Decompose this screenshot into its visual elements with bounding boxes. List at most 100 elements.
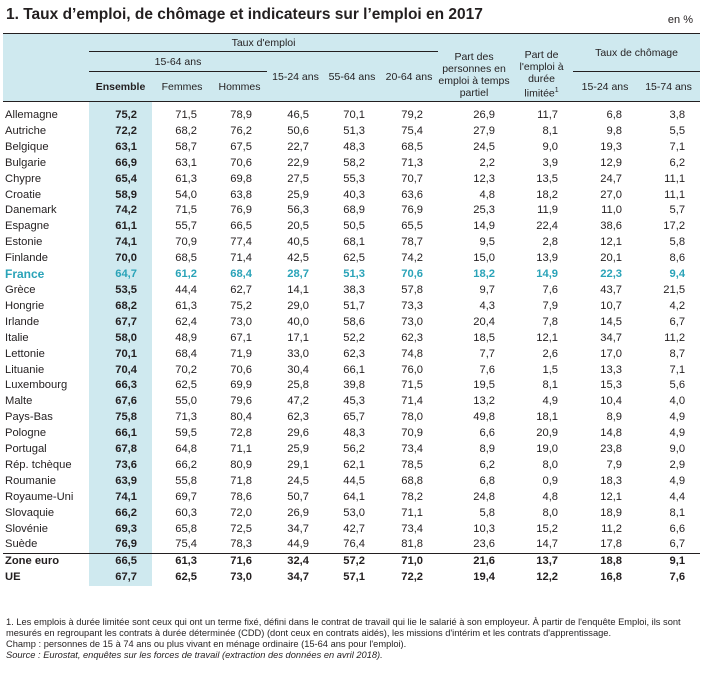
value-cell: 74,1 [89, 489, 152, 506]
value-cell: 48,3 [343, 427, 365, 440]
value-cell: 50,6 [287, 124, 309, 137]
header-ensemble: Ensemble [89, 71, 152, 102]
value-cell: 10,7 [600, 299, 623, 312]
value-cell: 8,6 [669, 252, 686, 265]
value-cell: 18,9 [600, 506, 623, 519]
value-cell: 2,2 [479, 156, 496, 169]
value-cell: 79,2 [401, 109, 424, 121]
value-cell: 25,9 [287, 188, 309, 201]
value-cell: 70,6 [401, 268, 424, 281]
value-cell: 8,0 [542, 458, 559, 471]
value-cell: 70,1 [343, 109, 365, 121]
value-cell: 70,1 [89, 346, 152, 363]
value-cell: 29,1 [287, 458, 309, 471]
value-cell: 70,4 [89, 362, 152, 379]
value-cell: 67,6 [89, 394, 152, 411]
value-cell: 75,8 [89, 410, 152, 427]
value-cell: 11,9 [537, 204, 559, 217]
value-cell: 26,9 [287, 506, 309, 519]
table-row: France 64,7 61,2 68,4 28,7 51,3 70,6 18,2 14,9 22… [3, 267, 700, 283]
country-name: Hongrie [5, 299, 45, 312]
country-name: Irlande [5, 315, 40, 328]
value-cell: 55,3 [343, 172, 365, 185]
value-cell: 70,9 [175, 236, 197, 249]
value-cell: 67,8 [89, 442, 152, 458]
value-cell: 12,1 [600, 490, 623, 503]
value-cell: 47,2 [287, 395, 309, 408]
value-cell: 66,2 [175, 458, 197, 471]
value-cell: 17,1 [287, 331, 309, 344]
value-cell: 56,2 [343, 443, 365, 456]
value-cell: 66,1 [343, 363, 365, 376]
value-cell: 14,9 [536, 268, 559, 281]
value-cell: 27,5 [287, 172, 309, 185]
table-row: UE 67,7 62,5 73,0 34,7 57,1 72,2 19,4 12,2 16,8 7,… [3, 570, 700, 587]
value-cell: 8,7 [669, 347, 686, 360]
value-cell: 7,9 [606, 458, 623, 471]
value-cell: 5,8 [479, 506, 496, 519]
header-emploi-20-64: 20-64 ans [380, 51, 439, 102]
value-cell: 4,3 [479, 299, 496, 312]
value-cell: 15,3 [600, 379, 623, 392]
value-cell: 65,8 [175, 522, 197, 535]
value-cell: 66,3 [89, 378, 152, 395]
value-cell: 17,8 [600, 538, 623, 551]
value-cell: 23,8 [600, 443, 623, 456]
value-cell: 66,9 [89, 155, 152, 172]
value-cell: 72,0 [230, 506, 252, 519]
country-name: Autriche [5, 124, 47, 137]
value-cell: 7,6 [479, 363, 496, 376]
value-cell: 62,5 [175, 571, 197, 584]
value-cell: 1,5 [542, 363, 559, 376]
value-cell: 25,8 [287, 379, 309, 392]
value-cell: 11,0 [601, 204, 623, 217]
value-cell: 64,8 [175, 443, 197, 456]
value-cell: 64,1 [343, 490, 365, 503]
table-row: Danemark 74,2 71,5 76,9 56,3 68,9 76,9 25,3 11,9… [3, 203, 700, 220]
value-cell: 75,2 [230, 299, 252, 312]
value-cell: 6,6 [669, 522, 686, 535]
value-cell: 72,5 [230, 522, 252, 535]
table-row: Slovénie 69,3 65,8 72,5 34,7 42,7 73,4 10,3 15,2… [3, 521, 700, 538]
country-name: Malte [5, 395, 33, 408]
value-cell: 24,7 [600, 172, 623, 185]
table-row: Autriche 72,2 68,2 76,2 50,6 51,3 75,4 27,9 8,1 9… [3, 123, 700, 140]
value-cell: 65,5 [401, 220, 424, 233]
value-cell: 67,7 [89, 314, 152, 331]
value-cell: 62,5 [343, 252, 365, 265]
value-cell: 19,0 [536, 443, 559, 456]
table-row: Belgique 63,1 58,7 67,5 22,7 48,3 68,5 24,5 9,0 1… [3, 139, 700, 156]
value-cell: 4,8 [479, 188, 496, 201]
value-cell: 12,1 [600, 236, 623, 249]
table-row: Portugal 67,8 64,8 71,1 25,9 56,2 73,4 8,9 19,0 2… [3, 442, 700, 458]
table-row: Royaume-Uni 74,1 69,7 78,6 50,7 64,1 78,2 24,8 4… [3, 489, 700, 506]
value-cell: 61,3 [175, 172, 197, 185]
value-cell: 76,0 [401, 363, 424, 376]
value-cell: 12,2 [536, 571, 559, 584]
value-cell: 74,2 [89, 203, 152, 220]
value-cell: 76,9 [230, 204, 252, 217]
value-cell: 73,0 [230, 315, 252, 328]
value-cell: 63,9 [89, 473, 152, 490]
value-cell: 58,6 [343, 315, 365, 328]
header-part-temps-partiel: Part des personnes en emploi à temps par… [438, 33, 511, 102]
value-cell: 65,7 [343, 411, 365, 424]
value-cell: 6,2 [479, 458, 496, 471]
value-cell: 58,7 [175, 140, 197, 153]
value-cell: 79,6 [230, 395, 252, 408]
value-cell: 74,2 [401, 252, 424, 265]
value-cell: 61,2 [175, 268, 197, 281]
note-ref-1: 1 [554, 86, 559, 94]
table-row: Rép. tchèque 73,6 66,2 80,9 29,1 62,1 78,5 6,2 8… [3, 457, 700, 474]
country-name: Luxembourg [5, 379, 68, 392]
table-row: Chypre 65,4 61,3 69,8 27,5 55,3 70,7 12,3 13,5 24… [3, 171, 700, 188]
country-name: Estonie [5, 236, 43, 249]
value-cell: 6,8 [606, 109, 623, 121]
header-hommes: Hommes [212, 71, 267, 102]
value-cell: 4,4 [669, 490, 686, 503]
value-cell: 66,1 [89, 426, 152, 443]
value-cell: 76,9 [89, 537, 152, 554]
value-cell: 3,9 [542, 156, 559, 169]
value-cell: 69,3 [89, 521, 152, 538]
value-cell: 78,2 [401, 490, 424, 503]
